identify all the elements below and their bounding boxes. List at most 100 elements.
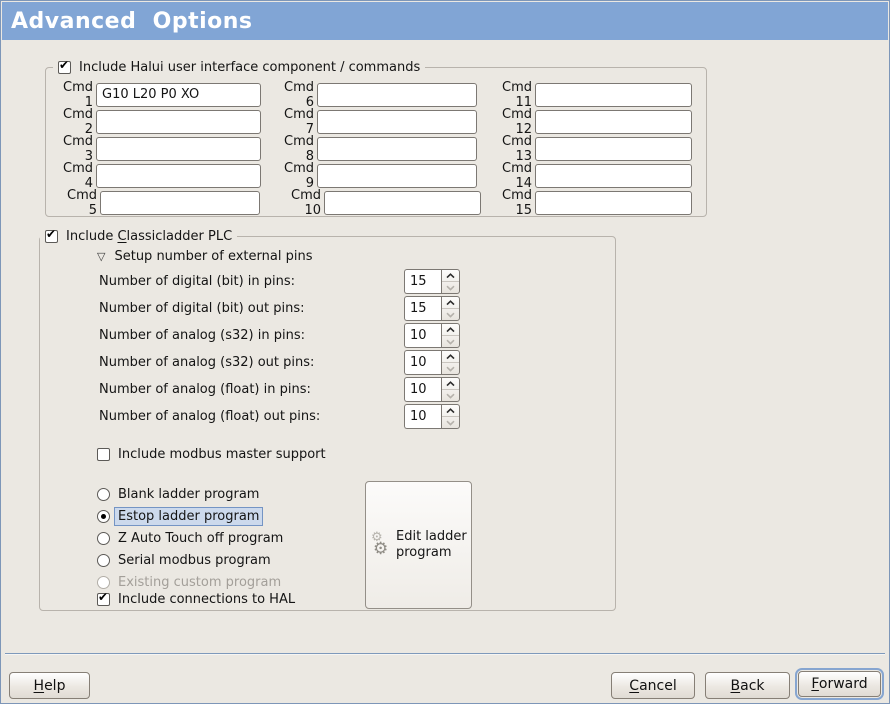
gears-icon: ⚙ ⚙ (371, 530, 389, 559)
cancel-button[interactable]: Cancel (611, 672, 695, 699)
spin-down-button[interactable] (442, 336, 459, 347)
ladder-program-option[interactable]: Blank ladder program (97, 483, 283, 505)
ladder-program-radio-group: Blank ladder program Estop ladder progra… (97, 483, 283, 593)
ladder-program-option[interactable]: Z Auto Touch off program (97, 527, 283, 549)
ladder-program-option[interactable]: Estop ladder program (97, 505, 283, 527)
pin-count-spinbox[interactable] (404, 404, 460, 429)
ladder-program-label: Estop ladder program (115, 507, 263, 525)
cmd-input[interactable] (317, 136, 477, 161)
classicladder-legend-label: Include Classicladder PLC (66, 228, 233, 244)
pin-count-row: Number of analog (float) in pins: (99, 376, 460, 403)
radio-button-icon[interactable] (97, 553, 110, 567)
cmd-field-row: Cmd 15 (483, 188, 692, 218)
ladder-program-label: Z Auto Touch off program (118, 530, 284, 546)
pin-count-input[interactable] (404, 404, 441, 429)
cmd-label: Cmd 7 (284, 106, 314, 137)
spin-down-button[interactable] (442, 390, 459, 401)
spin-buttons (441, 323, 460, 348)
cmd-label: Cmd 12 (502, 106, 532, 137)
spin-down-button[interactable] (442, 309, 459, 320)
expander-triangle-icon[interactable]: ▽ (97, 249, 106, 263)
expander-label: Setup number of external pins (114, 249, 313, 264)
spin-up-button[interactable] (442, 297, 459, 309)
pin-count-row: Number of analog (s32) out pins: (99, 349, 460, 376)
cmd-input[interactable] (100, 190, 260, 215)
back-button[interactable]: Back (705, 672, 790, 699)
spin-buttons (441, 296, 460, 321)
spin-up-button[interactable] (442, 270, 459, 282)
pin-count-label: Number of analog (float) out pins: (99, 409, 321, 424)
cmd-input[interactable] (96, 163, 261, 188)
cmd-input[interactable] (317, 82, 477, 107)
cmd-input[interactable] (535, 82, 692, 107)
radio-button-icon[interactable] (97, 509, 110, 523)
forward-button-focus-ring: Forward (795, 668, 884, 700)
pin-count-row: Number of analog (s32) in pins: (99, 322, 460, 349)
pin-count-spinbox[interactable] (404, 377, 460, 402)
pin-count-label: Number of analog (float) in pins: (99, 382, 311, 397)
cmd-field-row: Cmd 14 (483, 161, 692, 191)
forward-button[interactable]: Forward (798, 671, 881, 697)
spin-buttons (441, 377, 460, 402)
cmd-input[interactable] (324, 190, 481, 215)
edit-ladder-program-button[interactable]: ⚙ ⚙ Edit ladder program (365, 481, 472, 609)
pin-count-input[interactable] (404, 269, 441, 294)
pin-count-spinbox[interactable] (404, 350, 460, 375)
cmd-field-row: Cmd 8 (272, 133, 483, 164)
pin-count-spinbox[interactable] (404, 269, 460, 294)
ladder-program-label: Serial modbus program (118, 552, 271, 568)
cmd-input[interactable] (535, 163, 692, 188)
pin-count-input[interactable] (404, 350, 441, 375)
halui-legend-label: Include Halui user interface component /… (79, 59, 421, 75)
spin-up-button[interactable] (442, 324, 459, 336)
hal-connections-row[interactable]: ✔ Include connections to HAL (97, 590, 295, 608)
cmd-label: Cmd 5 (67, 187, 97, 218)
modbus-master-row[interactable]: ✔ Include modbus master support (97, 445, 326, 463)
modbus-master-checkbox[interactable]: ✔ (97, 447, 110, 461)
spin-up-button[interactable] (442, 351, 459, 363)
radio-button-icon[interactable] (97, 487, 110, 501)
halui-include-checkbox[interactable]: ✔ (58, 57, 71, 74)
cmd-field-row: Cmd 3 (55, 134, 272, 164)
cmd-label: Cmd 11 (502, 79, 532, 110)
pin-count-list: Number of digital (bit) in pins: Number … (99, 268, 460, 430)
cmd-label: Cmd 10 (291, 187, 321, 218)
cmd-field-row: Cmd 9 (272, 161, 483, 191)
pin-count-row: Number of analog (float) out pins: (99, 403, 460, 430)
cmd-field-row: Cmd 13 (483, 134, 692, 164)
radio-button-icon[interactable] (97, 575, 110, 589)
cmd-input[interactable] (535, 136, 692, 161)
expander-setup-pins[interactable]: ▽ Setup number of external pins (97, 249, 312, 264)
spin-down-button[interactable] (442, 417, 459, 428)
pin-count-input[interactable] (404, 377, 441, 402)
cmd-input[interactable] (96, 82, 261, 107)
pin-count-input[interactable] (404, 323, 441, 348)
cmd-field-row: Cmd 6 (272, 80, 483, 110)
classicladder-include-checkbox[interactable]: ✔ (45, 227, 58, 243)
help-button[interactable]: Help (9, 672, 90, 699)
classicladder-frame: ✔ Include Classicladder PLC ▽ Setup numb… (39, 227, 616, 611)
spin-down-button[interactable] (442, 282, 459, 293)
ladder-program-label: Existing custom program (118, 574, 282, 590)
spin-up-button[interactable] (442, 405, 459, 417)
radio-button-icon[interactable] (97, 531, 110, 545)
cmd-field-row: Cmd 12 (483, 106, 692, 137)
cmd-input[interactable] (535, 109, 692, 134)
cmd-input[interactable] (96, 109, 261, 134)
ladder-program-option[interactable]: Serial modbus program (97, 549, 283, 571)
pin-count-input[interactable] (404, 296, 441, 321)
pin-count-spinbox[interactable] (404, 323, 460, 348)
cmd-input[interactable] (317, 163, 477, 188)
cmd-field-row: Cmd 1 (55, 80, 272, 110)
spin-down-button[interactable] (442, 363, 459, 374)
hal-connections-checkbox[interactable]: ✔ (97, 590, 110, 606)
cmd-input[interactable] (317, 109, 477, 134)
cmd-label: Cmd 2 (63, 106, 93, 137)
cmd-input[interactable] (96, 136, 261, 161)
check-icon: ✔ (59, 57, 70, 72)
cmd-label: Cmd 8 (284, 133, 314, 164)
pin-count-spinbox[interactable] (404, 296, 460, 321)
ladder-program-option[interactable]: Existing custom program (97, 571, 283, 593)
spin-up-button[interactable] (442, 378, 459, 390)
cmd-input[interactable] (535, 190, 692, 215)
